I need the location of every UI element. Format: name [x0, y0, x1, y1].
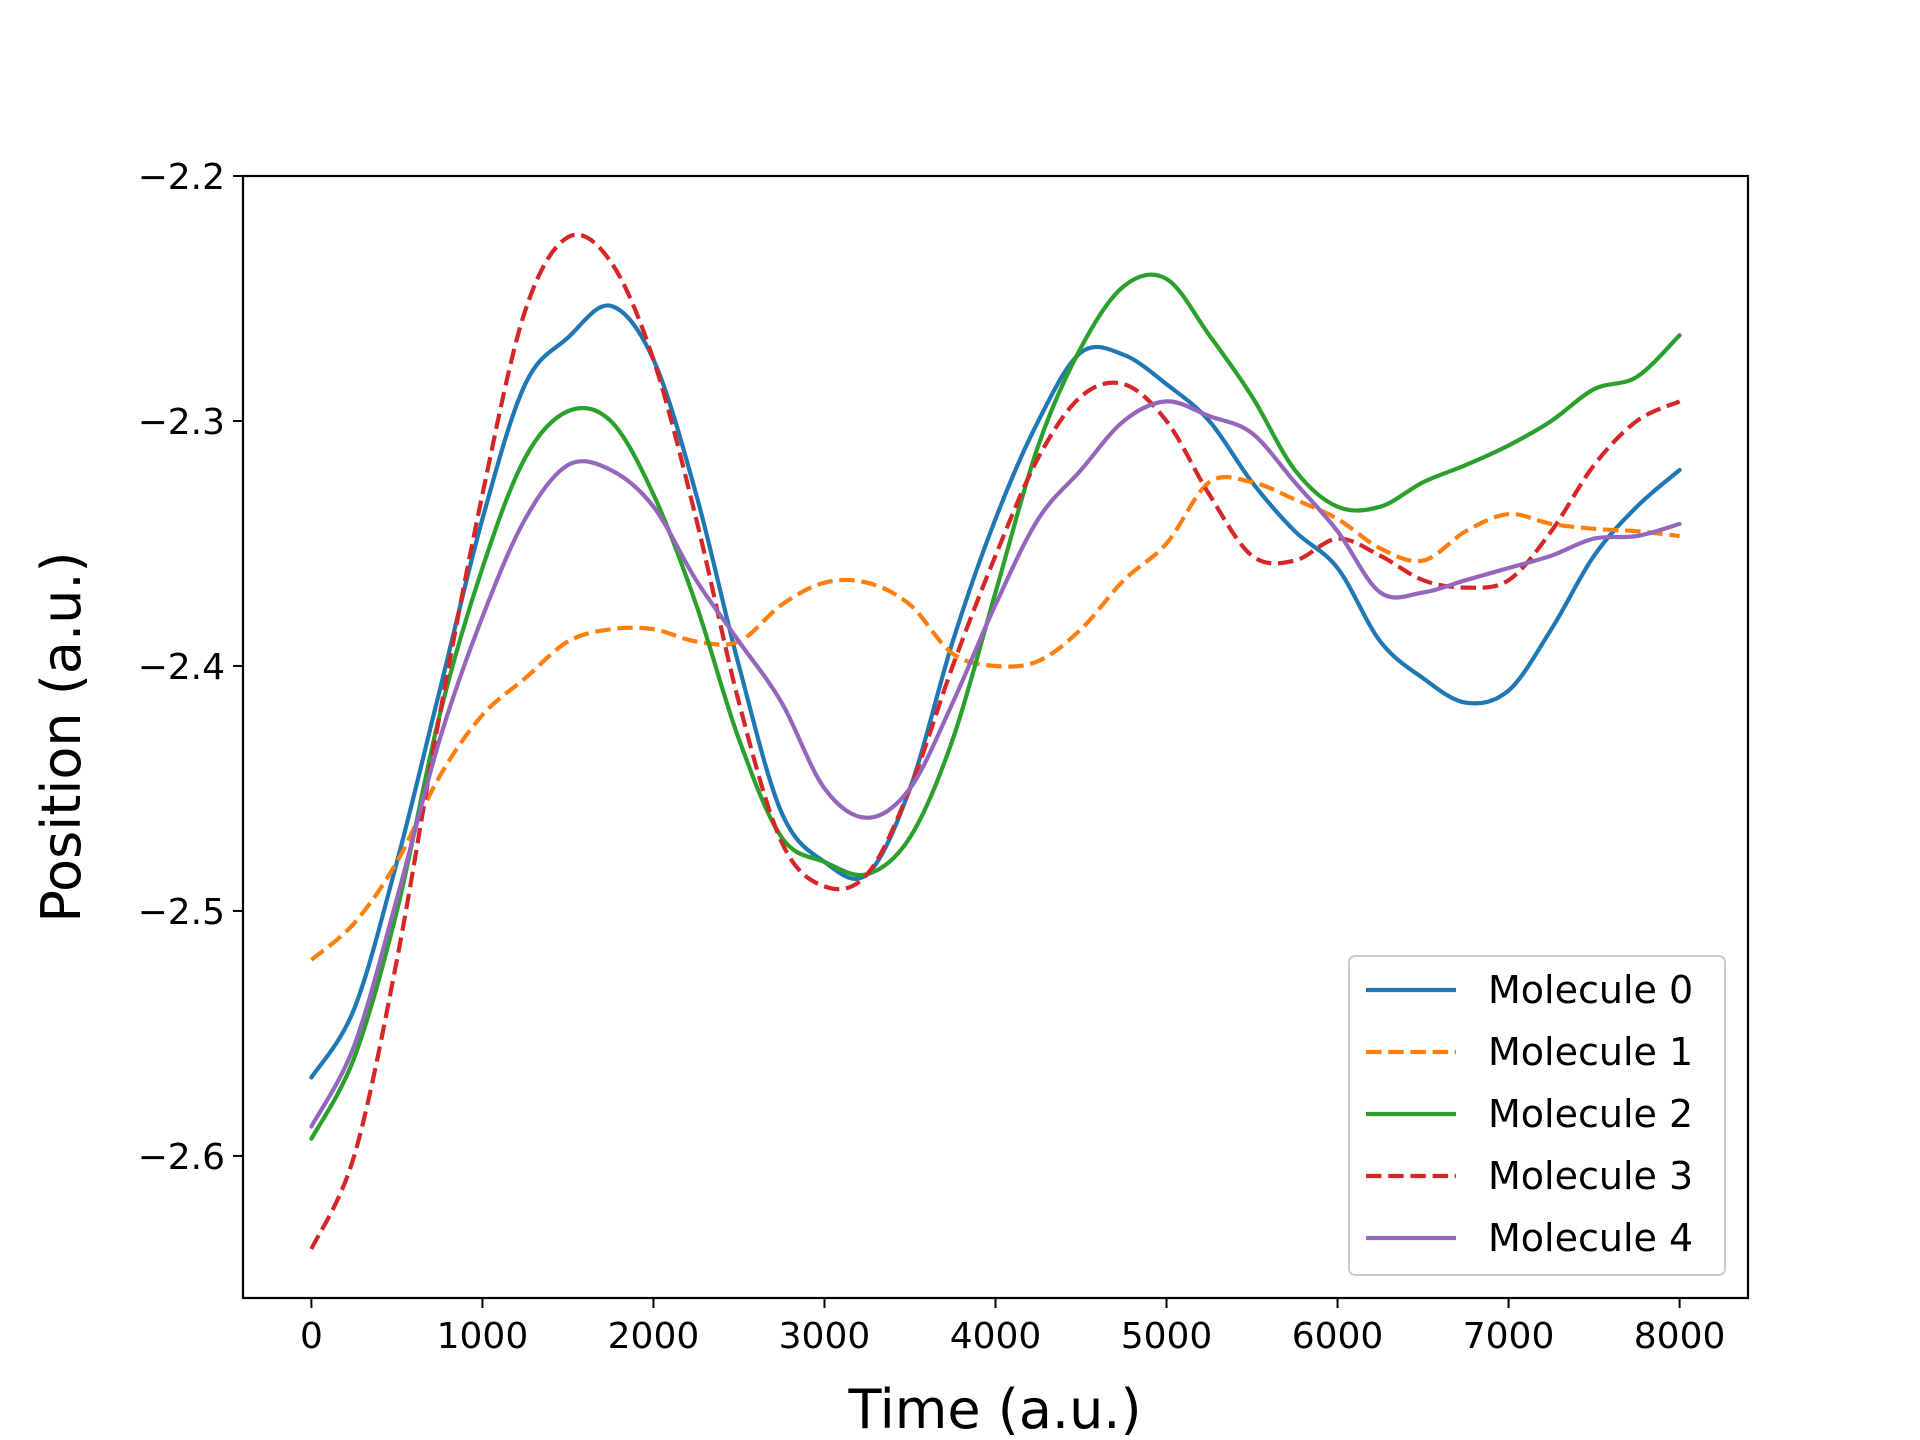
series-layer — [309, 232, 1682, 1250]
x-tick-label: 6000 — [1292, 1316, 1384, 1357]
x-tick-label: 2000 — [608, 1316, 700, 1357]
x-tick-label: 3000 — [779, 1316, 871, 1357]
y-tick-label: −2.4 — [138, 647, 225, 688]
y-axis-title: Position (a.u.) — [30, 551, 93, 922]
legend-label-1: Molecule 1 — [1488, 1030, 1693, 1074]
series-line-2 — [309, 272, 1682, 1141]
x-tick-label: 8000 — [1634, 1316, 1726, 1357]
legend-label-3: Molecule 3 — [1488, 1154, 1693, 1198]
y-tick-label: −2.6 — [138, 1137, 225, 1178]
series-line-1 — [310, 474, 1680, 962]
legend-label-4: Molecule 4 — [1488, 1216, 1693, 1260]
legend-box — [1348, 955, 1726, 1276]
x-axis-title: Time (a.u.) — [847, 1378, 1141, 1440]
y-axis: −2.6 −2.5 −2.4 −2.3 −2.2 — [138, 157, 243, 1178]
legend-label-0: Molecule 0 — [1488, 968, 1693, 1012]
x-tick-label: 5000 — [1121, 1316, 1213, 1357]
legend: Molecule 0 Molecule 1 Molecule 2 Molecule 3… — [1348, 955, 1726, 1276]
x-tick-label: 4000 — [950, 1316, 1042, 1357]
legend-label-2: Molecule 2 — [1488, 1092, 1693, 1136]
series-line-0 — [309, 303, 1682, 1080]
y-tick-label: −2.3 — [138, 402, 225, 443]
y-tick-label: −2.5 — [138, 892, 225, 933]
series-line-4 — [309, 399, 1682, 1129]
x-axis: 0 1000 2000 3000 4000 5000 6000 7000 8000 — [300, 1298, 1725, 1357]
x-tick-label: 7000 — [1463, 1316, 1555, 1357]
x-tick-label: 1000 — [437, 1316, 529, 1357]
y-tick-label: −2.2 — [138, 157, 225, 198]
x-tick-label: 0 — [300, 1316, 323, 1357]
